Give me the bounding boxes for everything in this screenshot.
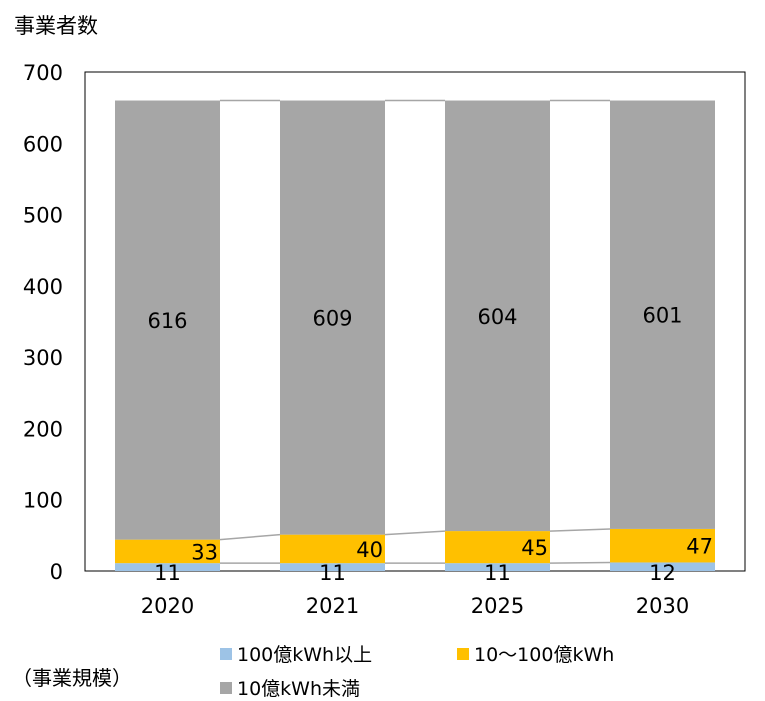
- data-label: 11: [484, 561, 511, 585]
- data-label: 40: [356, 538, 383, 562]
- bar-segment: [610, 100, 715, 529]
- bar-segment: [445, 563, 550, 571]
- y-tick-label: 700: [23, 61, 63, 85]
- bar-segment: [280, 563, 385, 571]
- bar-segment: [445, 531, 550, 564]
- data-label: 604: [477, 305, 517, 329]
- data-label: 33: [191, 540, 218, 564]
- data-label: 616: [147, 309, 187, 333]
- plot-area-border: [84, 71, 746, 572]
- data-label: 11: [154, 561, 181, 585]
- bar-segment: [445, 100, 550, 532]
- y-tick-label: 200: [23, 417, 63, 441]
- y-tick-label: 400: [23, 275, 63, 299]
- data-label: 11: [319, 561, 346, 585]
- bar-segment: [280, 534, 385, 564]
- y-tick-label: 0: [50, 560, 63, 584]
- legend-item-100oku-ijou: 100億kWh以上: [220, 640, 372, 667]
- y-axis-title: 事業者数: [14, 14, 98, 38]
- x-tick-label: 2025: [471, 594, 524, 618]
- bar-segment: [610, 562, 715, 571]
- data-label: 609: [312, 307, 352, 331]
- y-tick-label: 100: [23, 489, 63, 513]
- legend-swatch-blue: [220, 647, 232, 660]
- data-label: 601: [642, 304, 682, 328]
- x-tick-label: 2020: [141, 594, 194, 618]
- bar-segment: [115, 563, 220, 571]
- series-connector-line: [384, 530, 446, 536]
- bar-segment: [610, 528, 715, 563]
- y-tick-label: 600: [23, 132, 63, 156]
- legend-swatch-gray: [220, 681, 232, 694]
- data-label: 45: [521, 536, 548, 560]
- data-label: 47: [686, 535, 713, 559]
- legend-item-10-100oku: 10～100億kWh: [457, 640, 614, 667]
- legend-label: 10億kWh未満: [237, 678, 361, 700]
- y-tick-label: 300: [23, 346, 63, 370]
- x-tick-label: 2021: [306, 594, 359, 618]
- x-tick-label: 2030: [636, 594, 689, 618]
- series-connector-line: [549, 561, 611, 564]
- series-connector-line: [549, 528, 611, 532]
- series-connector-line: [219, 533, 281, 541]
- y-tick-label: 500: [23, 204, 63, 228]
- bar-segment: [115, 100, 220, 540]
- legend-item-10oku-miman: 10億kWh未満: [220, 674, 360, 701]
- legend-label: 100億kWh以上: [237, 644, 373, 666]
- data-label: 12: [649, 561, 676, 585]
- bar-segment: [115, 539, 220, 564]
- legend-title: （事業規模）: [12, 666, 132, 690]
- legend-swatch-orange: [457, 647, 469, 660]
- legend-label: 10～100億kWh: [474, 644, 615, 666]
- bar-segment: [280, 100, 385, 535]
